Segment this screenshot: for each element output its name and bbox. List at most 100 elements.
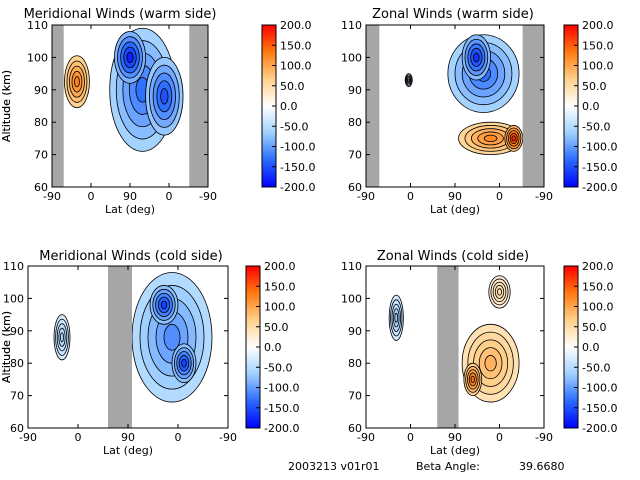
y-tick-label: 100 [341,292,362,305]
colorbar-tick-label: -50.0 [264,361,292,374]
colorbar-tick-label: -50.0 [280,120,308,133]
x-axis-label: Lat (deg) [430,203,480,216]
colorbar-tick-label: -150.0 [582,402,617,415]
colorbar-tick-label: 50.0 [280,80,305,93]
y-tick-label: 80 [348,116,362,129]
footer-id: 2003213 v01r01 [288,460,380,473]
colorbar-tick-label: -100.0 [280,141,315,154]
contour-level [74,76,80,88]
contour-blob [114,31,147,84]
colorbar-tick-label: -100.0 [582,382,617,395]
y-tick-label: 90 [348,325,362,338]
colorbar-tick-label: 0.0 [582,100,600,113]
contour-level [511,135,516,142]
x-tick-label: 90 [123,190,137,203]
contour-level [483,134,498,143]
colorbar-tick-label: -50.0 [582,361,610,374]
contour-level [484,355,497,372]
colorbar-tick-label: 150.0 [264,280,296,293]
contour-level [407,78,410,82]
colorbar-tick-label: 100.0 [264,301,296,314]
y-tick-label: 80 [10,357,24,370]
y-tick-label: 60 [348,422,362,435]
colorbar: 200.0 150.0 100.0 50.0 0.0 -50.0 -100.0 -150.0 -… [563,19,617,194]
colorbar-tick-label: -150.0 [280,161,315,174]
colorbar-tick-label: -150.0 [582,161,617,174]
y-tick-label: 110 [3,260,24,273]
x-tick-label: 0 [407,190,414,203]
colorbar-tick-label: 0.0 [280,100,298,113]
y-tick-label: 90 [10,325,24,338]
panel-1: Meridional Winds (warm side) -90 0 90 0 -90 La… [0,7,315,216]
x-tick-label: -90 [535,190,553,203]
no-data-band [437,266,459,428]
no-data-band [522,25,544,187]
contour-blob [463,362,483,396]
contour-blob [504,125,524,152]
contour-blob [388,294,404,341]
colorbar-tick-label: 50.0 [264,321,289,334]
x-axis-label: Lat (deg) [105,203,155,216]
x-tick-label: 0 [88,190,95,203]
colorbar-tick-label: 100.0 [582,60,614,73]
contour-blob [404,73,413,87]
x-tick-label: 0 [166,190,173,203]
x-tick-label: 0 [407,431,414,444]
no-data-band [108,266,132,428]
colorbar-tick-label: 0.0 [264,341,282,354]
y-axis-label: Altitude (km) [0,70,13,142]
y-tick-label: 80 [348,357,362,370]
y-tick-label: 60 [34,181,48,194]
x-tick-label: 0 [175,431,182,444]
y-tick-label: 80 [34,116,48,129]
panel-title: Meridional Winds (cold side) [39,249,222,264]
x-tick-label: 0 [496,190,503,203]
footer-beta-value: 39.6680 [519,460,565,473]
x-tick-label: -90 [219,431,237,444]
contour-level [470,375,475,384]
colorbar-tick-label: -150.0 [264,402,299,415]
x-tick-label: -90 [357,190,375,203]
contour-blob [53,314,71,361]
panel-title: Meridional Winds (warm side) [24,7,217,22]
contour-level [181,358,187,368]
y-tick-label: 70 [348,149,362,162]
contour-blob [149,285,179,325]
x-tick-label: 90 [448,190,462,203]
y-tick-label: 110 [341,19,362,32]
footer-beta-label: Beta Angle: [416,460,480,473]
colorbar-tick-label: -50.0 [582,120,610,133]
panel-title: Zonal Winds (warm side) [372,7,534,22]
x-tick-label: -90 [199,190,217,203]
y-tick-label: 100 [341,51,362,64]
y-tick-label: 70 [348,390,362,403]
contour-blob [145,56,184,136]
x-axis-label: Lat (deg) [103,444,153,457]
colorbar-tick-label: 50.0 [582,321,607,334]
colorbar-tick-label: 200.0 [582,19,614,32]
y-tick-label: 90 [348,84,362,97]
contour-level [160,88,169,105]
contour-level [496,288,503,296]
colorbar-tick-label: 200.0 [582,260,614,273]
colorbar-tick-label: 200.0 [280,19,312,32]
contour-level [126,51,134,63]
no-data-band [366,25,380,187]
contour-level [473,52,480,63]
colorbar: 200.0 150.0 100.0 50.0 0.0 -50.0 -100.0 -150.0 -… [245,260,299,435]
y-tick-label: 110 [341,260,362,273]
colorbar: 200.0 150.0 100.0 50.0 0.0 -50.0 -100.0 -150.0 -… [261,19,315,194]
colorbar-tick-label: 100.0 [280,60,312,73]
colorbar-tick-label: -100.0 [582,141,617,154]
no-data-band [52,25,64,187]
colorbar: 200.0 150.0 100.0 50.0 0.0 -50.0 -100.0 -150.0 -… [563,260,617,435]
x-tick-label: 0 [75,431,82,444]
x-tick-label: 90 [121,431,135,444]
y-tick-label: 110 [27,19,48,32]
contour-blob [488,275,511,309]
x-tick-label: 90 [448,431,462,444]
colorbar-tick-label: -200.0 [582,422,617,435]
contour-level [60,332,65,343]
colorbar-tick-label: 150.0 [280,39,312,52]
